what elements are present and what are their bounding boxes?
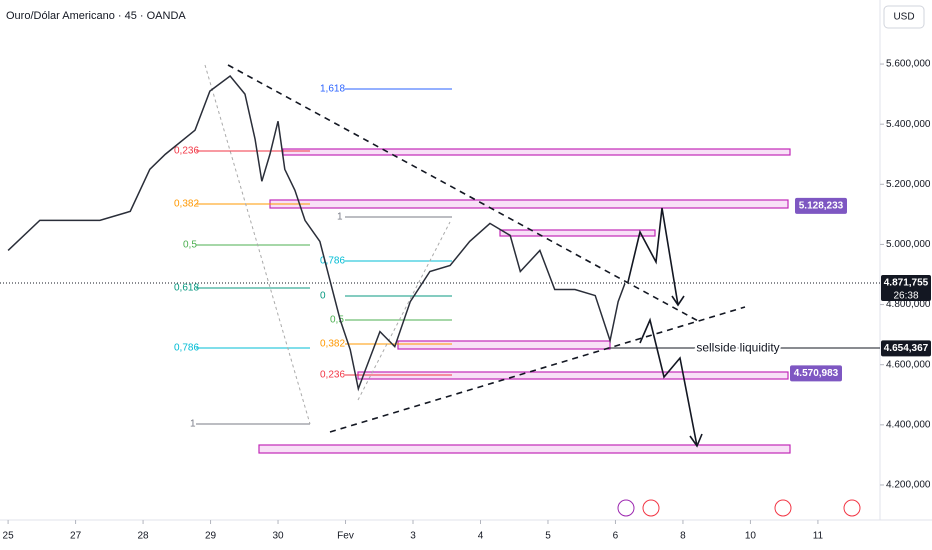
x-tick-label: 25 [3, 531, 15, 542]
x-tick-label: 10 [745, 531, 757, 542]
event-icons [617, 499, 861, 517]
x-tick-label: 3 [410, 531, 416, 542]
drawings [227, 64, 880, 448]
x-tick-label: Fev [337, 531, 354, 542]
price-tag [795, 197, 847, 214]
fib-label: 0,382 [320, 339, 345, 350]
x-tick-label: 6 [613, 531, 619, 542]
fib-label: 0,618 [174, 283, 199, 294]
fib-labels: 1,618 0,236 0,382 0,5 0,618 0,786 1 1 0,… [174, 84, 345, 430]
fib-label: 0 [320, 291, 326, 302]
fib-label: 0,236 [320, 370, 345, 381]
x-tick-label: 11 [813, 531, 824, 542]
x-tick-label: 27 [70, 531, 82, 542]
y-tick-label: 5.600,000 [886, 59, 931, 70]
symbol-title: Ouro/Dólar Americano · 45 · OANDA [6, 10, 186, 22]
fib-lines [196, 64, 452, 425]
currency-button[interactable] [883, 5, 925, 29]
fib-label: 0,382 [174, 199, 199, 210]
x-tick-label: 30 [272, 531, 284, 542]
zones [258, 148, 791, 454]
annotation: sellside liquidity [696, 341, 779, 355]
x-tick-label: 8 [680, 531, 686, 542]
x-tick-label: 28 [138, 531, 150, 542]
fib-label: 1 [190, 419, 196, 430]
fib-label: 0,5 [183, 240, 197, 251]
x-tick-label: 5 [545, 531, 551, 542]
fib-label: 0,236 [174, 146, 199, 157]
fib-label: 0,786 [174, 343, 199, 354]
price-tag [881, 274, 931, 301]
x-tick-label: 4 [478, 531, 484, 542]
currency-label[interactable]: USD [893, 12, 914, 23]
price-tag-label: 4.871,755 [884, 278, 929, 289]
fib-label: 0,5 [330, 315, 344, 326]
price-tag [790, 365, 842, 382]
y-tick-label: 5.400,000 [886, 119, 931, 130]
fib-label: 0,786 [320, 256, 345, 267]
y-tick-label: 5.200,000 [886, 179, 931, 190]
fib-label: 1,618 [320, 84, 345, 95]
y-tick-label: 5.000,000 [886, 239, 931, 250]
y-tick-label: 4.200,000 [886, 480, 931, 491]
y-tick-label: 4.800,000 [886, 299, 931, 310]
price-tag-label: 5.128,233 [799, 201, 844, 212]
y-tick-label: 4.600,000 [886, 359, 931, 370]
fib-label: 1 [337, 212, 343, 223]
x-tick-label: 29 [205, 531, 217, 542]
y-tick-label: 4.400,000 [886, 419, 931, 430]
price-tag [881, 340, 931, 357]
price-tag-label: 4.570,983 [794, 368, 839, 379]
countdown: 26:38 [893, 291, 918, 302]
price-line [7, 75, 626, 392]
price-tag-label: 4.654,367 [884, 343, 929, 354]
